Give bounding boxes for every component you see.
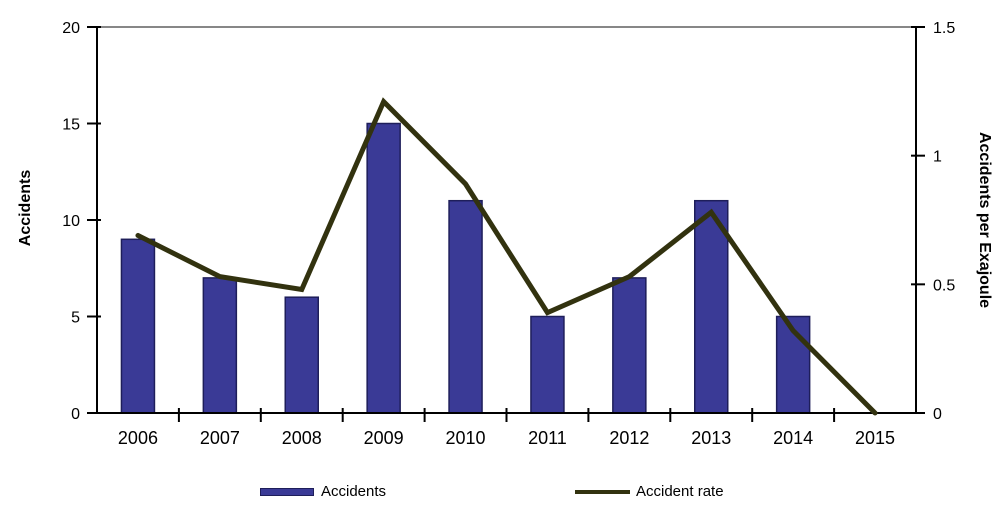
x-tick-label-2009: 2009 [364, 428, 404, 448]
x-tick-label-2007: 2007 [200, 428, 240, 448]
legend-label-accident-rate: Accident rate [636, 483, 724, 500]
left-tick-label: 20 [62, 20, 80, 37]
legend-label-accidents: Accidents [321, 483, 387, 500]
left-axis-title: Accidents [17, 169, 34, 247]
x-tick-label-2014: 2014 [773, 428, 813, 448]
bar-2012 [612, 277, 647, 414]
bar-2010 [448, 199, 483, 414]
legend-bar-swatch-icon [260, 487, 314, 496]
x-tick-label-2013: 2013 [691, 428, 731, 448]
left-tick-label: 5 [71, 310, 80, 327]
legend-item-accidents: Accidents [260, 483, 386, 500]
right-tick-label: 0.5 [933, 277, 955, 294]
bar-2009 [366, 122, 401, 414]
accident-rate-line [135, 97, 878, 416]
legend-item-accident-rate: Accident rate [575, 483, 724, 500]
right-tick-label: 1 [933, 149, 942, 166]
right-axis-title: Accidents per Exajoule [976, 131, 993, 309]
x-tick-label-2012: 2012 [609, 428, 649, 448]
x-tick-label-2015: 2015 [855, 428, 895, 448]
bar-2011 [530, 315, 565, 414]
bar-2008 [284, 296, 319, 414]
bar-2013 [694, 199, 729, 414]
x-tick-label-2006: 2006 [118, 428, 158, 448]
bar-2007 [202, 277, 238, 414]
x-tick-label-2010: 2010 [446, 428, 486, 448]
right-tick-label: 0 [933, 406, 942, 423]
bar-2006 [120, 238, 156, 414]
left-tick-label: 15 [62, 117, 80, 134]
left-tick-label: 0 [71, 406, 80, 423]
x-tick-label-2011: 2011 [528, 428, 567, 448]
legend-line-swatch-icon [575, 489, 630, 494]
right-tick-label: 1.5 [933, 20, 955, 37]
x-tick-label-2008: 2008 [282, 428, 322, 448]
left-tick-label: 10 [62, 213, 80, 230]
